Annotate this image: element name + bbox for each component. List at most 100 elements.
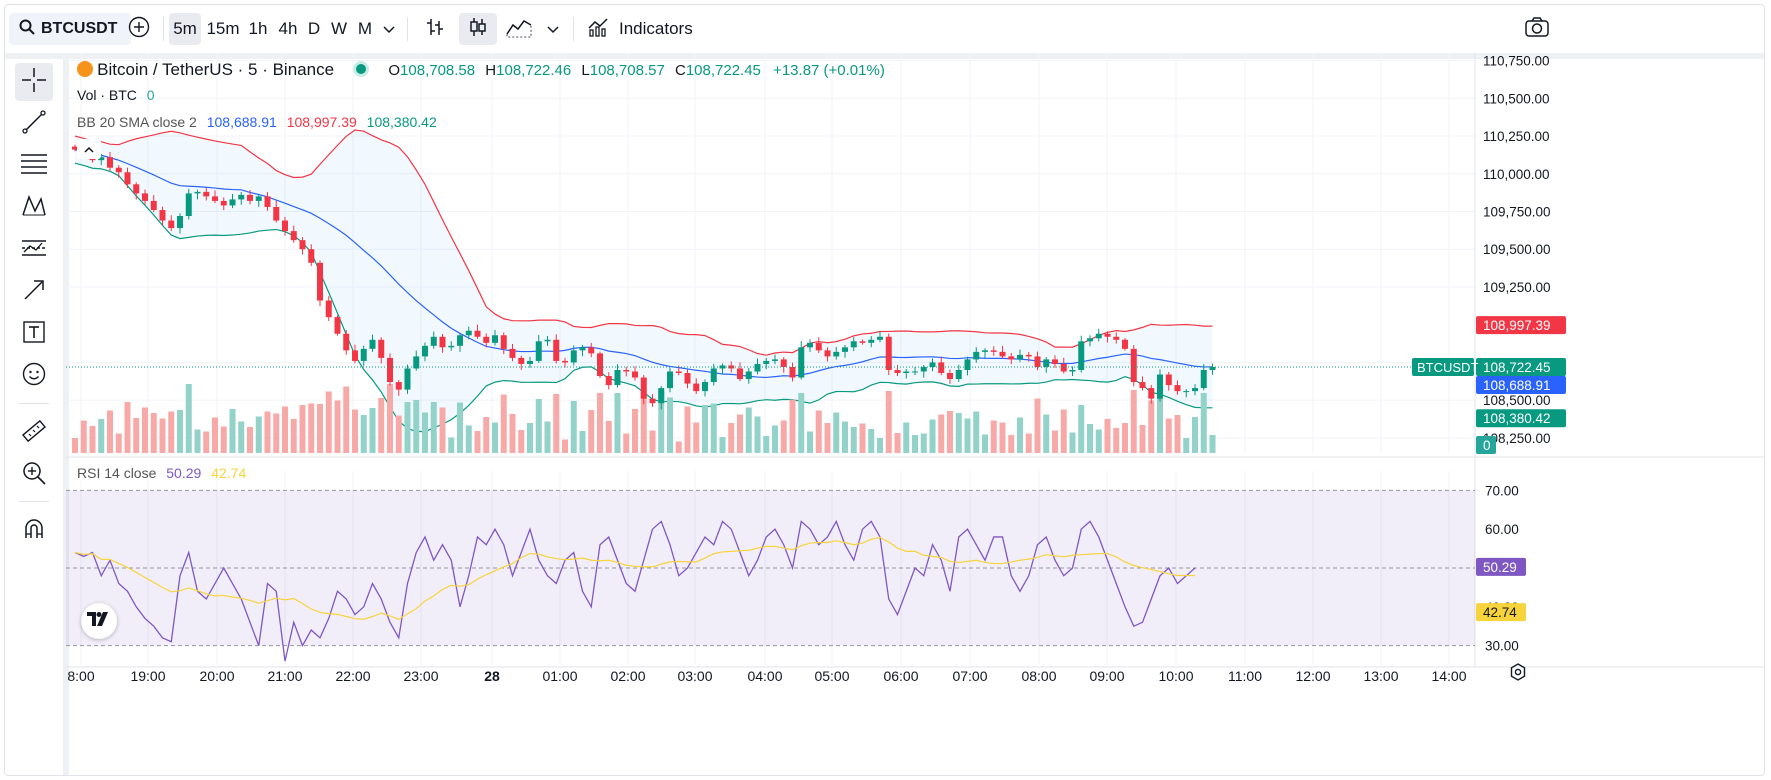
bb-upper-value: 108,997.39 — [286, 114, 357, 130]
interval-label: D — [307, 19, 321, 38]
crosshair-tool[interactable] — [15, 63, 53, 101]
candle-body — [842, 347, 848, 352]
time-tick-label: 07:00 — [952, 668, 987, 684]
zoom-in-tool[interactable] — [15, 456, 53, 494]
candle-body — [710, 368, 717, 383]
candle-body — [133, 184, 140, 194]
symbol-label: BTCUSDT — [41, 20, 118, 37]
time-tick-label: 19:00 — [130, 668, 165, 684]
candle-body — [369, 339, 376, 349]
candle-body — [912, 371, 918, 373]
volume-bar — [422, 412, 428, 453]
area-chart-type-button[interactable] — [503, 13, 535, 45]
rsi-tick-label: 70.00 — [1485, 483, 1519, 498]
candle-body — [754, 363, 761, 372]
time-tick-label: 11:00 — [1228, 668, 1262, 684]
tradingview-logo[interactable] — [81, 603, 117, 639]
candle-body — [290, 231, 297, 241]
candle-body — [1043, 359, 1050, 367]
volume-bar — [614, 393, 621, 453]
volume-bar — [387, 384, 393, 453]
candle-body — [588, 347, 595, 354]
indicators-button[interactable]: Indicators — [583, 13, 693, 45]
candle-body — [282, 220, 288, 232]
volume-bar — [159, 418, 166, 453]
volume-bar — [1200, 393, 1207, 453]
screenshot-button[interactable] — [1519, 13, 1555, 45]
time-tick-label: 02:00 — [610, 668, 645, 684]
trend-line-tool[interactable] — [15, 105, 53, 143]
compare-symbol-button[interactable] — [123, 13, 155, 45]
text-tool[interactable] — [15, 315, 53, 353]
brush-tool[interactable] — [15, 273, 53, 311]
volume-bar — [702, 405, 708, 453]
time-tick-label: 03:00 — [677, 668, 712, 684]
chart-type-dropdown[interactable] — [543, 13, 563, 45]
volume-bar — [133, 418, 140, 453]
interval-4h[interactable]: 4h — [275, 13, 301, 45]
volume-bar — [282, 406, 288, 453]
time-tick-label: 12:00 — [1295, 668, 1330, 684]
market-status-icon — [356, 64, 367, 74]
emoji-tool[interactable] — [15, 357, 53, 395]
volume-bar — [308, 403, 315, 453]
candle-body — [675, 371, 682, 373]
rsi-tick-label: 30.00 — [1485, 639, 1519, 654]
chart-canvas[interactable]: 110,750.00 110,500.00 110,250.00 110,000.00… — [5, 5, 1765, 776]
candle-body — [798, 347, 805, 378]
candle-body — [264, 196, 271, 207]
interval-15m[interactable]: 15m — [205, 13, 241, 45]
volume-bar — [1122, 423, 1128, 453]
forecast-tool[interactable] — [15, 231, 53, 269]
pattern-tool[interactable] — [15, 189, 53, 227]
volume-bar — [903, 422, 910, 453]
candle-body — [535, 341, 542, 361]
volume-bar — [150, 413, 157, 453]
volume-bar — [588, 410, 595, 453]
fib-retracement-tool[interactable] — [15, 147, 53, 185]
symbol-search[interactable]: BTCUSDT — [9, 13, 131, 45]
candle-body — [1183, 391, 1190, 393]
candle-body — [115, 167, 122, 173]
settings-button[interactable] — [1505, 661, 1531, 687]
candle-body — [579, 347, 586, 351]
candle-body — [1157, 374, 1163, 399]
bb-legend: BB 20 SMA close 2 108,688.91 108,997.39 … — [77, 114, 437, 130]
interval-m[interactable]: M — [355, 13, 375, 45]
candles-chart-type-button[interactable] — [459, 13, 497, 45]
interval-5m[interactable]: 5m — [169, 13, 201, 45]
candle-body — [325, 300, 332, 318]
interval-1h[interactable]: 1h — [245, 13, 271, 45]
volume-bar — [807, 431, 813, 453]
collapse-legend-button[interactable] — [77, 139, 101, 159]
rsi-legend: RSI 14 close 50.29 42.74 — [73, 465, 251, 481]
bitcoin-logo-icon — [77, 61, 93, 77]
bb-basis-value: 108,688.91 — [206, 114, 277, 130]
volume-label: Vol · BTC — [77, 87, 137, 103]
volume-bar — [1025, 433, 1032, 453]
volume-bar — [457, 402, 463, 453]
volume-bar — [448, 437, 455, 453]
candle-body — [562, 360, 568, 363]
interval-dropdown[interactable] — [379, 13, 399, 45]
candle-body — [1078, 341, 1085, 370]
interval-w[interactable]: W — [328, 13, 350, 45]
open-label: O — [388, 62, 401, 79]
candle-body — [850, 341, 857, 348]
plus-circle-icon — [128, 16, 150, 43]
magnet-tool[interactable] — [15, 512, 53, 550]
candle-body — [947, 373, 953, 380]
volume-bar — [877, 438, 883, 453]
volume-bar — [220, 426, 227, 453]
candle-body — [159, 209, 166, 221]
candle-body — [413, 356, 420, 369]
measure-tool[interactable] — [15, 414, 53, 452]
bar-chart-type-button[interactable] — [419, 13, 451, 45]
candle-body — [570, 350, 577, 363]
candle-body — [492, 335, 498, 343]
candle-body — [439, 336, 446, 348]
interval-d[interactable]: D — [305, 13, 323, 45]
volume-bar — [334, 400, 341, 453]
volume-bar — [745, 407, 752, 453]
price-badge-label: 108,722.45 — [1483, 360, 1551, 375]
